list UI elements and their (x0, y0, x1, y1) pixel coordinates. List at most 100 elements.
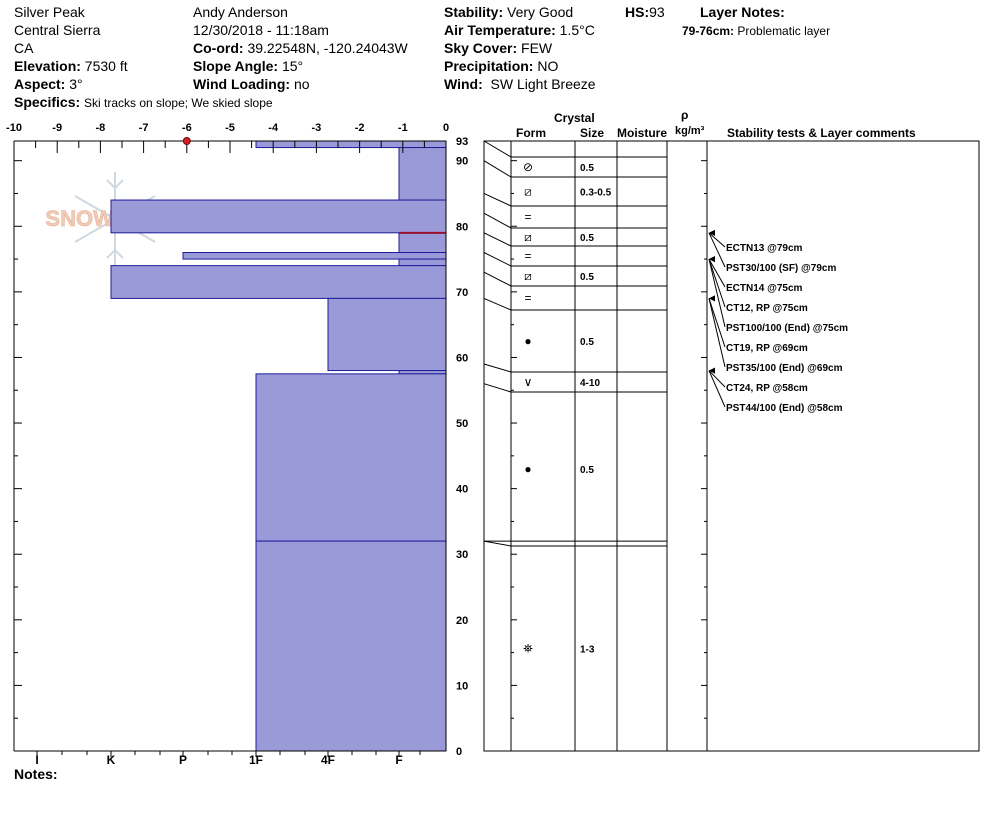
crystal-form-2: = (524, 210, 531, 224)
coord: Co-ord: 39.22548N, -120.24043W (193, 40, 408, 56)
crystal-form-5: ⧄ (524, 269, 532, 283)
elevation-label: Elevation: (14, 58, 81, 74)
hardness-layer-0 (255, 140, 447, 149)
crystal-connector-4 (483, 232, 512, 247)
temp-tick-label: -6 (182, 122, 192, 134)
coord-label: Co-ord: (193, 40, 244, 56)
height-tick-label: 40 (456, 484, 468, 496)
hardness-layer-6 (110, 265, 447, 299)
datetime: 12/30/2018 - 11:18am (193, 22, 329, 38)
height-tick-label: 60 (456, 352, 468, 364)
wind-value: SW Light Breeze (490, 76, 596, 92)
test-leader-5 (708, 298, 726, 348)
table-frame (483, 140, 980, 752)
crystal-form-0: ⊘ (523, 160, 533, 174)
wind: Wind: SW Light Breeze (444, 76, 596, 92)
aspect: Aspect: 3° (14, 76, 83, 92)
crystal-form-1: ⧄ (524, 185, 532, 199)
crystal-form-10: ⛯ (523, 642, 533, 656)
crystal-size-0: 0.5 (580, 163, 594, 174)
precip-value: NO (537, 58, 559, 74)
temp-tick-label: -9 (52, 122, 62, 134)
height-tick-label: 20 (456, 615, 468, 627)
temp-tick-label: -7 (139, 122, 149, 134)
layer-note-text: Problematic layer (737, 24, 831, 38)
sky-cover: Sky Cover: FEW (444, 40, 552, 56)
coord-value: 39.22548N, -120.24043W (247, 40, 408, 56)
height-tick-label: 10 (456, 680, 468, 692)
stability-test-5: CT19, RP @69cm (726, 343, 808, 354)
crystal-form-4: = (524, 249, 531, 263)
header-form: Form (516, 126, 546, 140)
hardness-label-P: P (179, 753, 187, 767)
crystal-form-8: ∨ (524, 375, 533, 389)
crystal-size-10: 1-3 (580, 645, 595, 656)
stability-test-7: CT24, RP @58cm (726, 383, 808, 394)
temp-tick-label: -5 (225, 122, 235, 134)
header-density-unit: kg/m³ (675, 125, 705, 137)
height-tick-label: 0 (456, 746, 462, 758)
crystal-connector-7 (483, 297, 512, 311)
crystal-connector-8 (483, 363, 512, 373)
sky-label: Sky Cover: (444, 40, 518, 56)
hardness-label-F: F (395, 753, 402, 767)
test-leader-0 (708, 232, 726, 248)
height-tick-label: 50 (456, 418, 468, 430)
crystal-connector-5 (483, 252, 512, 267)
height-tick-label: 93 (456, 136, 468, 148)
specifics: Specifics: Ski tracks on slope; We skied… (14, 94, 273, 111)
crystal-size-1: 0.3-0.5 (580, 188, 612, 199)
test-arrow-1 (709, 229, 715, 236)
test-leader-6 (708, 298, 726, 368)
observer: Andy Anderson (193, 4, 288, 20)
slope-value: 15° (281, 58, 304, 74)
header-crystal: Crystal (554, 111, 595, 125)
test-leader-1 (708, 232, 726, 268)
hardness-label-I: I (35, 753, 38, 767)
temp-tick-label: 0 (443, 122, 449, 134)
stability: Stability: Very Good (444, 4, 573, 20)
stability-test-6: PST35/100 (End) @69cm (726, 363, 843, 374)
crystal-form-9: ● (524, 462, 531, 476)
aspect-value: 3° (69, 76, 83, 92)
crystal-size-5: 0.5 (580, 272, 594, 283)
stability-test-8: PST44/100 (End) @58cm (726, 403, 843, 414)
test-leader-8 (708, 370, 726, 408)
temp-tick-label: -4 (268, 122, 279, 134)
crystal-connector-3 (483, 212, 512, 229)
stability-test-2: ECTN14 @75cm (726, 283, 803, 294)
wind-loading-value: no (293, 76, 310, 92)
wind-loading-label: Wind Loading: (193, 76, 291, 92)
temp-tick-label: -10 (6, 122, 22, 134)
crystal-form-3: ⧄ (524, 230, 532, 244)
slope-angle: Slope Angle: 15° (193, 58, 303, 74)
crystal-size-9: 0.5 (580, 465, 594, 476)
stability-label: Stability: (444, 4, 504, 20)
hs: HS:93 (625, 4, 665, 20)
plot-area: -10 -9 -8 -7 -6 -5 -4 -3 -2 -1 0010203040506070809… (6, 122, 468, 767)
hardness-layer-3 (398, 232, 447, 254)
hardness-layer-2 (110, 199, 447, 234)
location: Silver Peak (14, 4, 85, 20)
layer-notes-label: Layer Notes: (700, 4, 785, 20)
stability-test-4: PST100/100 (End) @75cm (726, 323, 848, 334)
header-rho: ρ (681, 108, 689, 122)
wind-loading: Wind Loading: no (193, 76, 310, 92)
test-arrow-8 (709, 367, 715, 374)
test-leader-4 (708, 258, 726, 328)
hardness-label-1F: 1F (249, 753, 263, 767)
hardness-label-4F: 4F (321, 753, 335, 767)
hardness-layer-10 (255, 540, 447, 752)
crystal-connector-1 (483, 160, 512, 178)
hardness-layer-5 (398, 258, 447, 267)
notes-label: Notes: (14, 766, 58, 782)
crystal-connector-2 (483, 193, 512, 207)
slope-label: Slope Angle: (193, 58, 279, 74)
air-temp-label: Air Temperature: (444, 22, 556, 38)
hardness-layer-1 (398, 147, 447, 201)
air-temp-value: 1.5°C (559, 22, 595, 38)
crystal-form-7: ● (524, 334, 531, 348)
header-comments: Stability tests & Layer comments (727, 126, 916, 140)
state: CA (14, 40, 34, 56)
test-leader-3 (708, 258, 726, 308)
